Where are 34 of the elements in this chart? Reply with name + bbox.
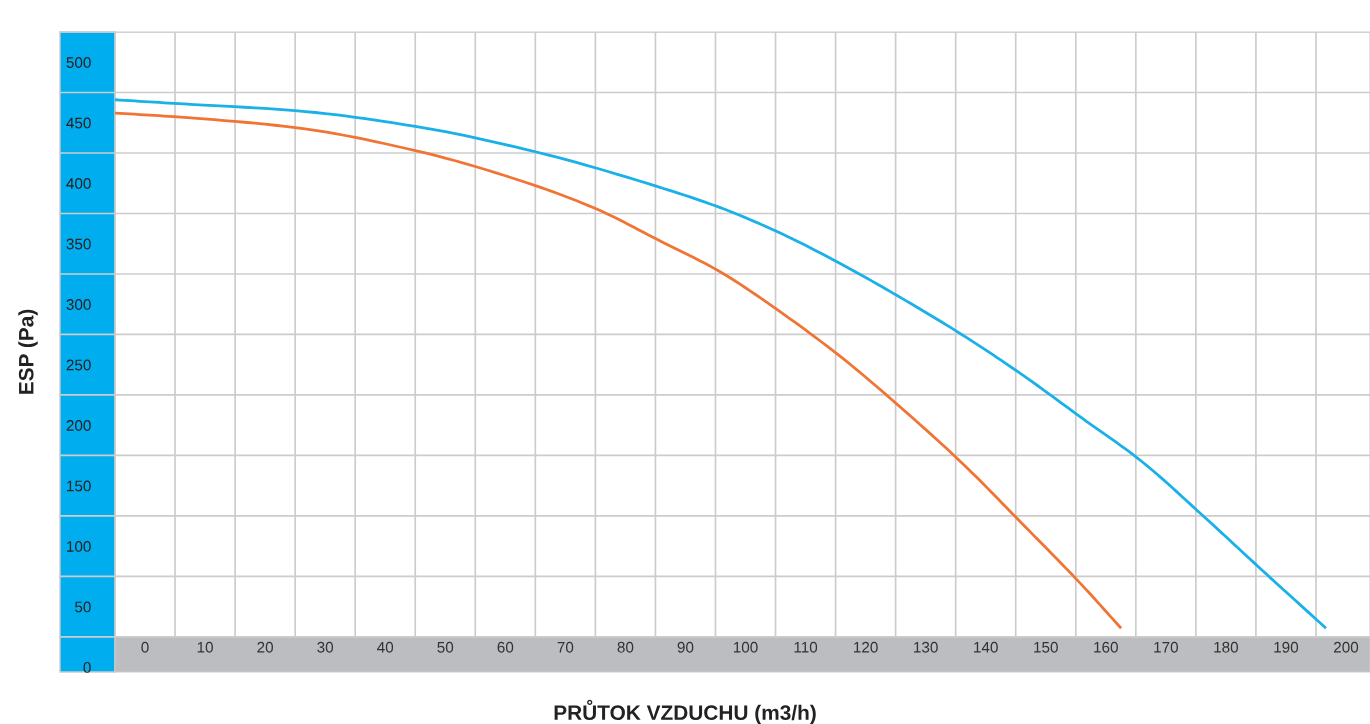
- x-tick-label: 60: [497, 641, 514, 653]
- y-tick-label: 500: [66, 57, 91, 68]
- x-tick-label: 0: [141, 641, 149, 653]
- x-tick-label: 70: [557, 641, 574, 653]
- x-tick-label: 40: [377, 641, 394, 653]
- y-tick-label: 200: [66, 420, 91, 431]
- y-tick-label: 400: [66, 178, 91, 189]
- y-tick-label: 100: [67, 541, 91, 552]
- x-tick-label: 130: [914, 641, 938, 653]
- x-tick-label: 160: [1094, 641, 1118, 653]
- x-tick-label: 150: [1034, 641, 1058, 653]
- x-axis-title: PRŮTOK VZDUCHU (m3/h): [554, 699, 816, 724]
- y-tick-label: 150: [67, 480, 91, 492]
- y-tick-label: 0: [83, 662, 91, 673]
- y-tick-label: 250: [66, 359, 91, 371]
- y-axis-title: ESP (Pa): [18, 309, 38, 394]
- x-tick-label: 100: [733, 641, 758, 653]
- x-tick-label: 200: [1334, 641, 1359, 653]
- x-tick-label: 120: [854, 641, 878, 653]
- x-tick-label: 180: [1214, 641, 1239, 653]
- x-tick-label: 90: [677, 641, 694, 653]
- x-tick-label: 20: [257, 641, 274, 653]
- y-tick-label: 350: [66, 238, 91, 250]
- x-tick-label: 80: [617, 641, 634, 653]
- x-tick-label: 170: [1154, 641, 1178, 653]
- y-tick-label: 50: [75, 601, 91, 613]
- x-tick-label: 50: [437, 641, 454, 653]
- x-tick-label: 190: [1274, 641, 1299, 653]
- x-tick-label: 30: [317, 641, 334, 653]
- y-tick-label: 300: [66, 299, 91, 310]
- y-tick-label: 450: [66, 117, 91, 129]
- x-tick-label: 140: [974, 641, 998, 653]
- x-tick-label: 10: [197, 641, 213, 653]
- x-tick-label: 110: [794, 641, 818, 653]
